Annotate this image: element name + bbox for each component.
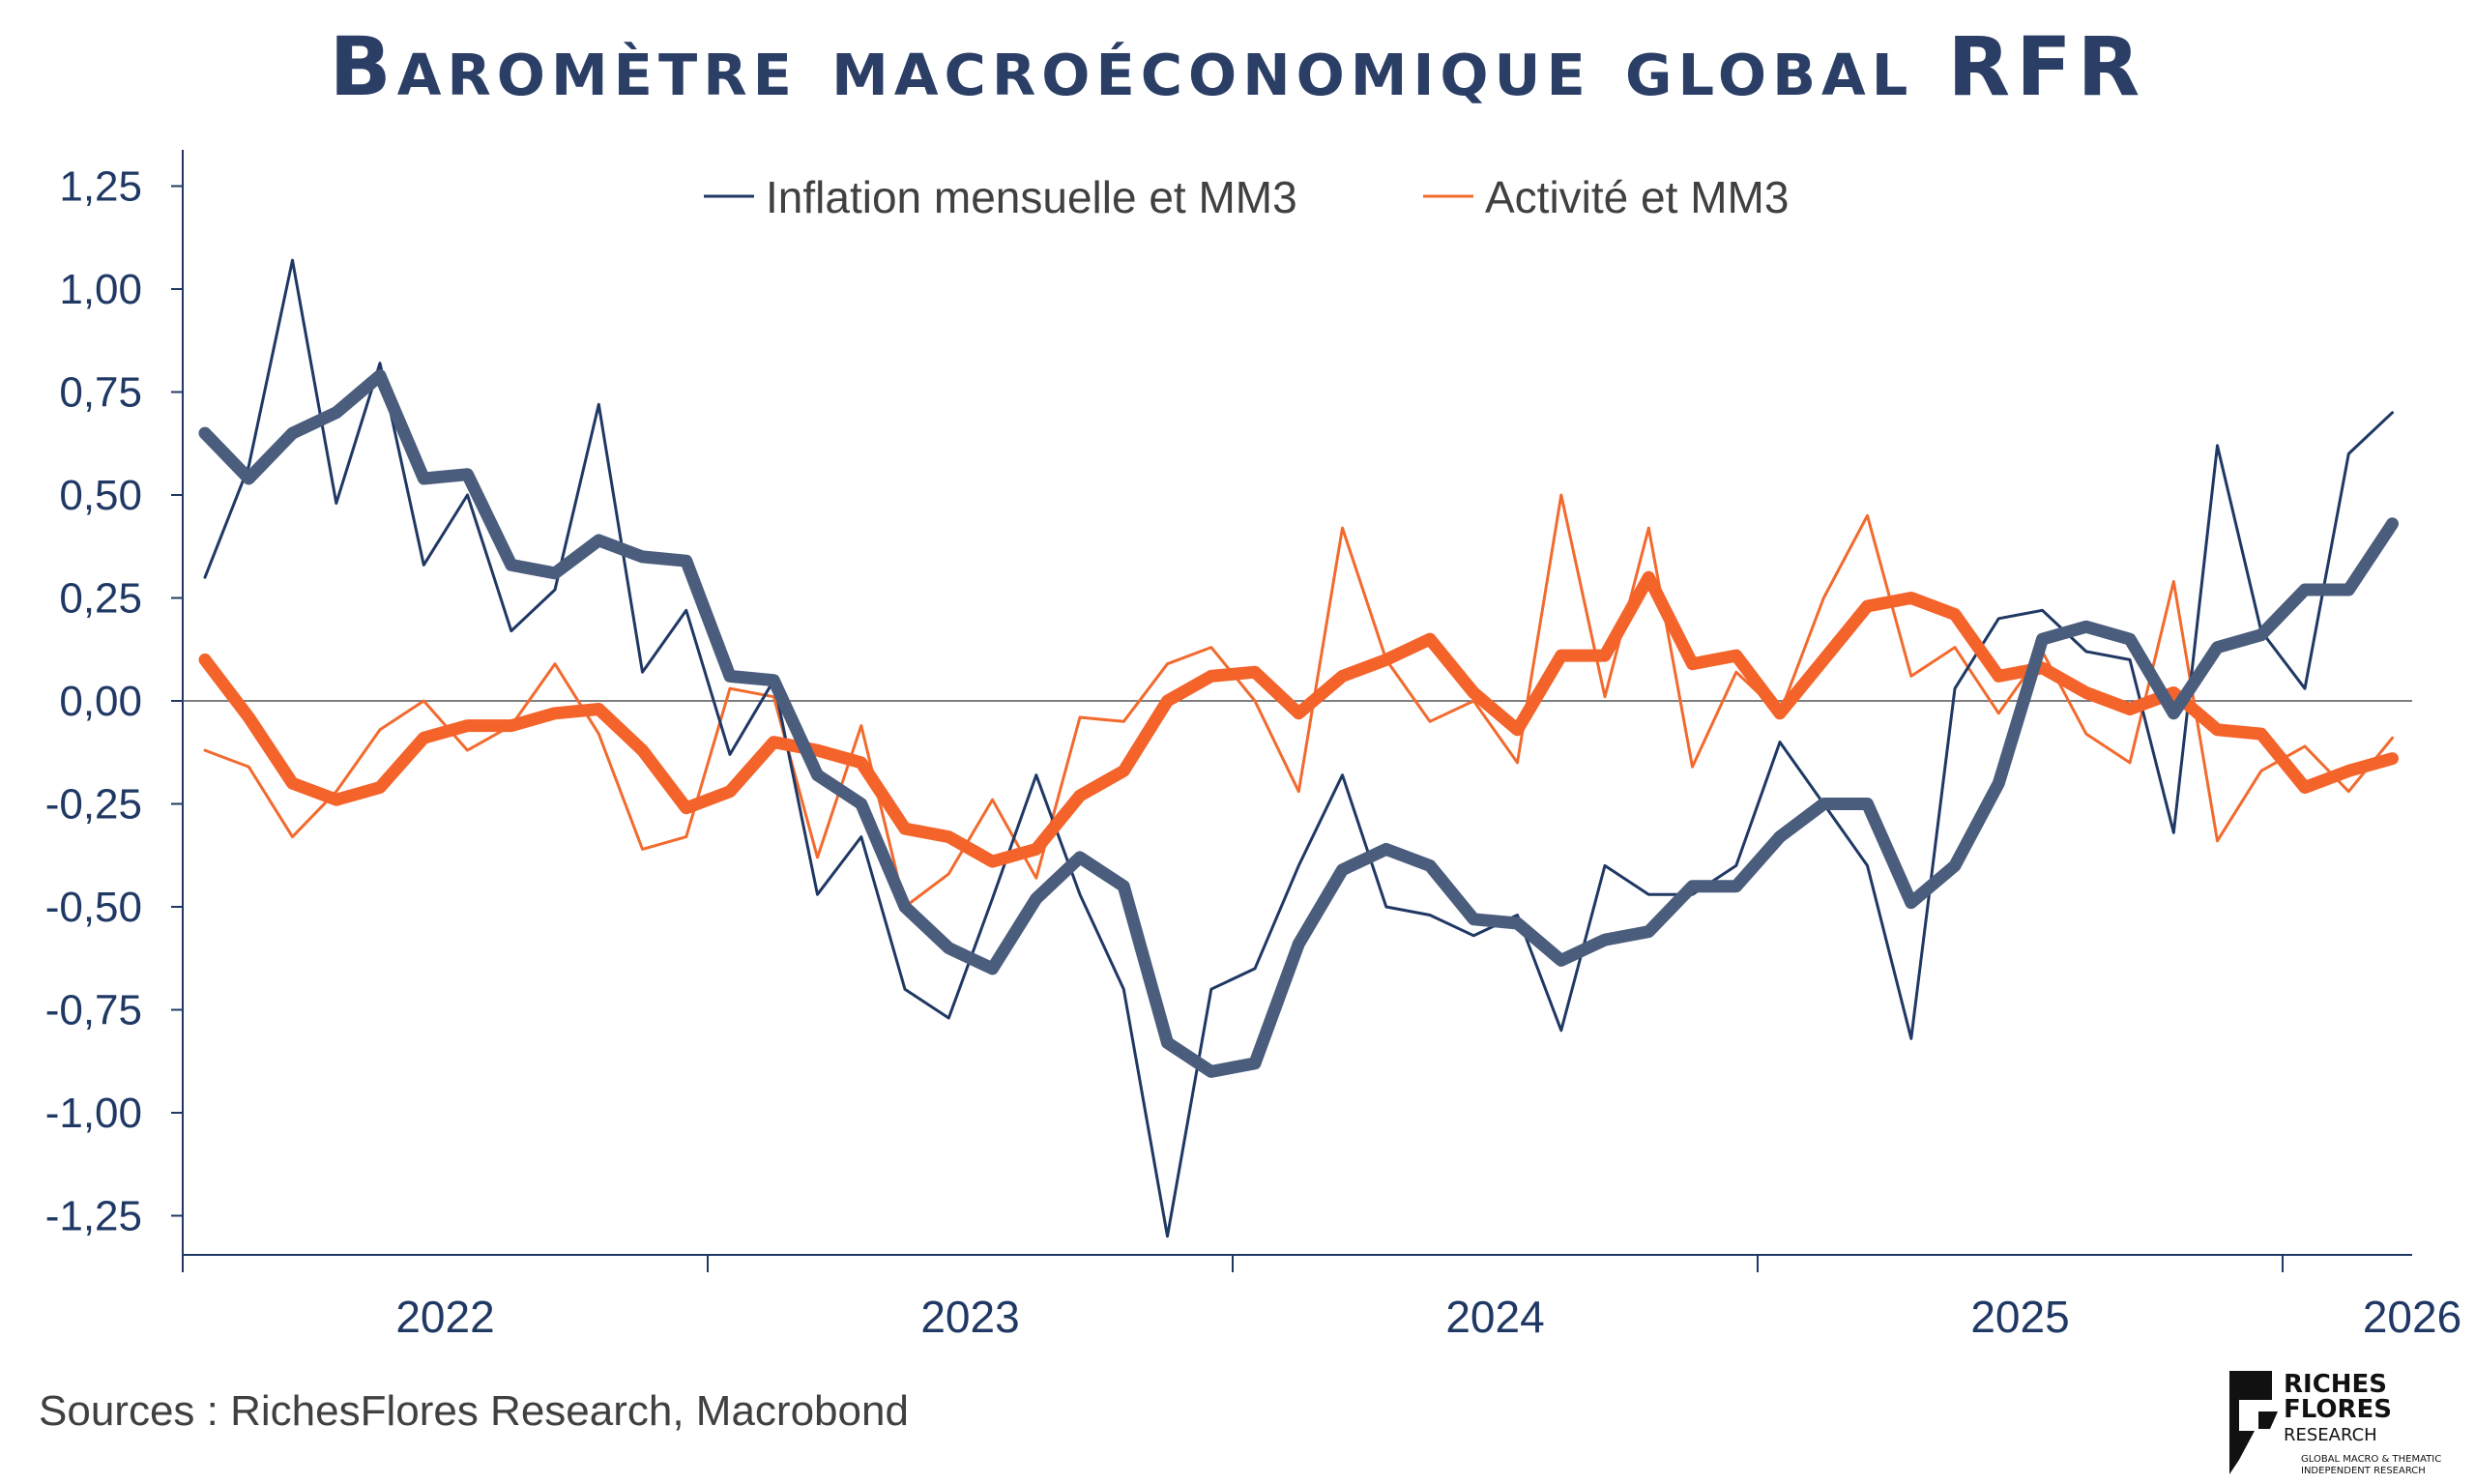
y-tick-label: -0,75 xyxy=(45,987,142,1034)
legend-label-inflation: Inflation mensuelle et MM3 xyxy=(766,172,1297,222)
x-tick-label: 2022 xyxy=(395,1292,494,1342)
series-line-inflation-mm3 xyxy=(198,369,2399,1078)
y-tick-label: -0,25 xyxy=(45,781,142,829)
riches-flores-logo: RICHES FLORES RESEARCH GLOBAL MACRO & TH… xyxy=(2229,1370,2441,1476)
y-tick-label: 1,00 xyxy=(59,266,142,313)
x-tick-label: 2023 xyxy=(920,1292,1019,1342)
legend-label-activity: Activité et MM3 xyxy=(1485,172,1789,222)
plot-lines xyxy=(198,258,2399,1238)
y-tick-label: -1,00 xyxy=(45,1090,142,1137)
logo-tagline-2: INDEPENDENT RESEARCH xyxy=(2301,1466,2426,1476)
y-tick-label: 1,25 xyxy=(59,163,142,211)
y-tick-label: 0,50 xyxy=(59,472,142,519)
y-tick-label: 0,00 xyxy=(59,678,142,725)
logo-tagline-1: GLOBAL MACRO & THEMATIC xyxy=(2301,1454,2441,1465)
y-tick-label: -1,25 xyxy=(45,1193,142,1240)
legend: Inflation mensuelle et MM3 Activité et M… xyxy=(704,172,1789,222)
series-line-inflation-mensuelle xyxy=(203,258,2394,1238)
chart-title: Baromètre macroéconomique global RFR xyxy=(330,19,2146,114)
logo-text-riches: RICHES xyxy=(2284,1370,2387,1399)
y-tick-label: 0,75 xyxy=(59,369,142,417)
logo-text-flores: FLORES xyxy=(2284,1395,2392,1424)
y-tick-label: -0,50 xyxy=(45,884,142,931)
x-axis: 2022 2023 2024 2025 2026 xyxy=(182,700,2461,1342)
source-note: Sources : RichesFlores Research, Macrobo… xyxy=(39,1387,909,1435)
series-line-activit-mm3 xyxy=(198,570,2399,868)
y-tick-label: 0,25 xyxy=(59,575,142,623)
y-axis: 1,25 1,00 0,75 0,50 0,25 0,00 -0,25 -0,50 -0,75 -… xyxy=(45,150,184,1255)
logo-text-research: RESEARCH xyxy=(2284,1425,2377,1445)
x-tick-label: 2026 xyxy=(2363,1292,2461,1342)
x-tick-label: 2025 xyxy=(1970,1292,2069,1342)
x-tick-label: 2024 xyxy=(1445,1292,1544,1342)
